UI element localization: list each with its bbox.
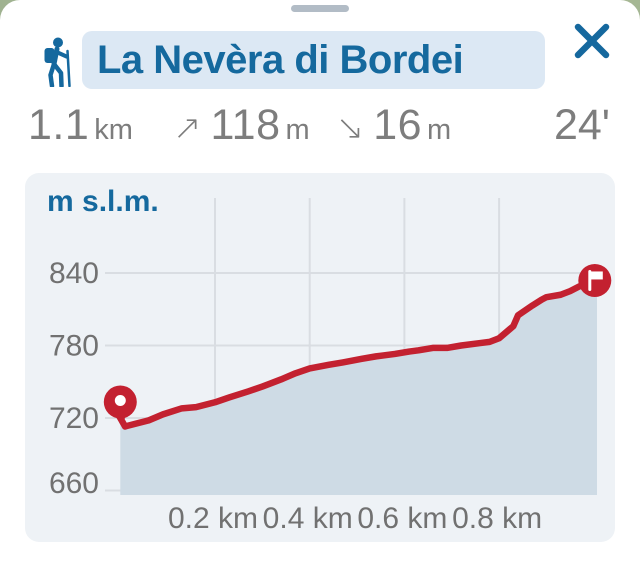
ascent-value: 118: [210, 101, 281, 149]
elevation-line: [117, 278, 598, 430]
descent-arrow-icon: ↘: [335, 109, 365, 147]
distance-value: 1.1: [28, 101, 90, 149]
close-button[interactable]: [572, 21, 612, 61]
elevation-chart-panel[interactable]: 840 780 720 660 0.2 km 0.4 km 0.6 km 0.8 km m s…: [25, 173, 615, 542]
trail-title-pill[interactable]: La Nevèra di Bordei: [82, 31, 545, 89]
chart-unit-label: m s.l.m.: [47, 185, 159, 218]
y-tick-label: 660: [49, 467, 99, 500]
duration-value: 24': [553, 101, 610, 149]
y-tick-label: 840: [49, 257, 99, 290]
trail-title: La Nevèra di Bordei: [97, 37, 464, 82]
trail-stats-row: 1.1 km ↗ 118 m ↘ 16 m 24': [28, 101, 610, 151]
y-tick-label: 720: [49, 402, 99, 435]
x-tick-label: 0.6 km: [357, 502, 447, 535]
start-pin-icon: [103, 385, 137, 425]
x-tick-label: 0.8 km: [452, 502, 542, 535]
close-icon: [574, 23, 610, 59]
ascent-arrow-icon: ↗: [172, 109, 202, 147]
drag-handle[interactable]: [291, 5, 349, 12]
elevation-chart-svg: 840 780 720 660 0.2 km 0.4 km 0.6 km 0.8 km: [49, 198, 612, 535]
distance-unit: km: [94, 114, 133, 146]
descent-unit: m: [427, 114, 452, 146]
hiker-icon: [44, 37, 71, 87]
end-flag-icon: [578, 263, 612, 297]
descent-value: 16: [373, 101, 423, 149]
ascent-unit: m: [285, 114, 310, 146]
elevation-area: [120, 281, 598, 495]
y-tick-label: 780: [49, 329, 99, 362]
x-tick-label: 0.4 km: [263, 502, 353, 535]
x-tick-label: 0.2 km: [168, 502, 258, 535]
